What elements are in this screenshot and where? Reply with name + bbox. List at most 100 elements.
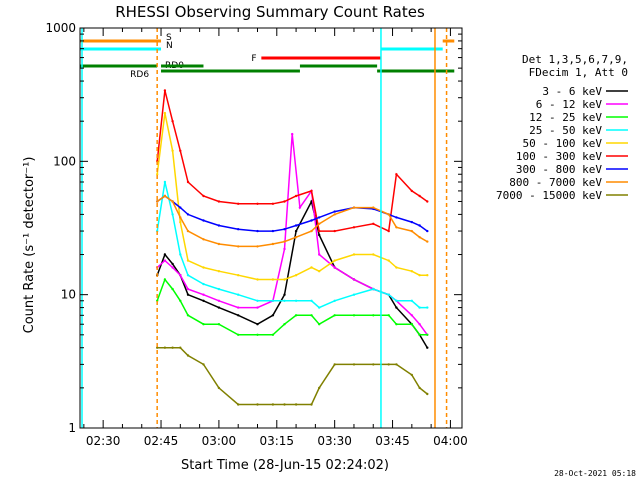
series-8-point-17 bbox=[387, 363, 390, 366]
series-2-point-1 bbox=[163, 278, 167, 281]
series-7 bbox=[156, 194, 429, 248]
series-6-point-8 bbox=[256, 229, 259, 233]
series-8-point-7 bbox=[237, 403, 240, 406]
series-0-point-7 bbox=[237, 314, 240, 317]
series-5-point-14 bbox=[333, 229, 336, 233]
series-7-point-11 bbox=[294, 236, 298, 239]
series-4-point-9 bbox=[271, 278, 275, 281]
series-3-point-21 bbox=[426, 306, 429, 309]
legend-header-1: FDecim 1, Att 0 bbox=[529, 66, 628, 79]
series-2-point-8 bbox=[256, 333, 259, 336]
series-2-point-10 bbox=[283, 323, 286, 326]
x-tick-label-6: 04:00 bbox=[433, 434, 468, 448]
legend-label-4: 50 - 100 keV bbox=[523, 137, 603, 150]
legend-label-3: 25 - 50 keV bbox=[529, 124, 602, 137]
series-6-point-10 bbox=[283, 228, 286, 231]
series-3-point-7 bbox=[237, 293, 240, 296]
series-4-point-7 bbox=[237, 274, 240, 277]
x-tick-label-3: 03:15 bbox=[259, 434, 294, 448]
series-5-point-17 bbox=[387, 229, 390, 233]
state-label-RD6: RD6 bbox=[130, 70, 149, 80]
series-5-point-1 bbox=[163, 89, 167, 92]
series-5-point-18 bbox=[395, 173, 398, 176]
y-tick-label-1: 10 bbox=[61, 288, 76, 302]
series-7-point-4 bbox=[186, 229, 190, 233]
series-4-point-12 bbox=[310, 266, 313, 269]
series-8-point-9 bbox=[271, 403, 275, 406]
series-2-point-17 bbox=[387, 314, 390, 317]
legend-label-5: 100 - 300 keV bbox=[516, 150, 602, 163]
series-7-point-6 bbox=[217, 242, 221, 246]
series-2-point-21 bbox=[426, 333, 429, 336]
series-1 bbox=[156, 132, 429, 336]
series-8-point-15 bbox=[352, 363, 356, 366]
series-7-point-0 bbox=[156, 200, 159, 203]
legend-label-0: 3 - 6 keV bbox=[542, 85, 602, 98]
series-3-point-1 bbox=[163, 180, 167, 184]
series-5-point-5 bbox=[202, 194, 205, 198]
series-7-point-1 bbox=[163, 194, 167, 198]
series-4-point-15 bbox=[352, 253, 356, 256]
series-2-point-4 bbox=[186, 314, 190, 317]
series-6-point-5 bbox=[202, 219, 205, 222]
series-line-1 bbox=[156, 134, 428, 336]
series-8-point-20 bbox=[418, 386, 421, 390]
series-4-point-13 bbox=[318, 270, 321, 273]
series-2-point-7 bbox=[237, 333, 240, 336]
series-3-point-20 bbox=[418, 306, 421, 309]
legend-header-0: Det 1,3,5,6,7,9, bbox=[522, 53, 628, 66]
series-2-point-6 bbox=[217, 323, 221, 326]
series-1-point-15 bbox=[333, 266, 336, 269]
series-7-point-12 bbox=[310, 229, 313, 233]
series-1-point-12 bbox=[298, 206, 302, 209]
x-tick-label-0: 02:30 bbox=[86, 434, 121, 448]
series-3-point-4 bbox=[186, 274, 190, 277]
legend-label-2: 12 - 25 keV bbox=[529, 111, 602, 124]
series-7-point-13 bbox=[318, 222, 321, 225]
series-8-point-11 bbox=[294, 403, 298, 406]
series-1-point-4 bbox=[186, 287, 190, 291]
footer-date: 28-Oct-2021 05:18 bbox=[554, 469, 636, 478]
series-7-point-7 bbox=[237, 245, 240, 248]
series-5-point-11 bbox=[294, 194, 298, 198]
series-8-point-13 bbox=[318, 386, 321, 390]
x-tick-label-4: 03:30 bbox=[317, 434, 352, 448]
series-3 bbox=[156, 180, 429, 309]
series-7-point-5 bbox=[202, 238, 205, 241]
series-8-point-19 bbox=[410, 373, 413, 377]
series-6-point-4 bbox=[186, 213, 190, 216]
y-axis-label: Count Rate (s⁻¹ detector⁻¹) bbox=[22, 157, 37, 334]
series-0-point-6 bbox=[217, 306, 221, 309]
series-5-point-15 bbox=[352, 226, 356, 229]
series-3-point-2 bbox=[171, 213, 174, 216]
series-7-point-16 bbox=[372, 206, 375, 209]
series-2-point-16 bbox=[372, 314, 375, 317]
series-6-point-13 bbox=[318, 216, 321, 219]
series-8-point-10 bbox=[283, 403, 286, 406]
series-1-point-5 bbox=[202, 293, 205, 296]
series-3-point-3 bbox=[179, 253, 182, 256]
series-4-point-2 bbox=[171, 149, 174, 152]
series-2-point-18 bbox=[395, 323, 398, 326]
series-1-point-1 bbox=[163, 259, 167, 262]
series-2-point-11 bbox=[294, 314, 298, 317]
series-5-point-6 bbox=[217, 200, 221, 203]
series-6-point-3 bbox=[179, 206, 182, 209]
series-4-point-6 bbox=[217, 270, 221, 273]
series-8-point-12 bbox=[310, 403, 313, 406]
series-5-point-2 bbox=[171, 120, 174, 123]
series-layer bbox=[156, 89, 429, 406]
series-8-point-6 bbox=[217, 386, 221, 390]
series-4-point-8 bbox=[256, 278, 259, 281]
series-1-point-20 bbox=[410, 314, 413, 317]
series-0-point-18 bbox=[395, 306, 398, 309]
series-3-point-14 bbox=[333, 299, 336, 302]
series-5-point-10 bbox=[283, 200, 286, 203]
series-4-point-18 bbox=[395, 266, 398, 269]
series-3-point-13 bbox=[318, 306, 321, 309]
series-line-3 bbox=[156, 181, 428, 309]
series-3-point-17 bbox=[387, 293, 390, 296]
series-3-point-5 bbox=[202, 282, 205, 286]
series-2-point-20 bbox=[418, 333, 421, 336]
series-3-point-15 bbox=[352, 293, 356, 296]
